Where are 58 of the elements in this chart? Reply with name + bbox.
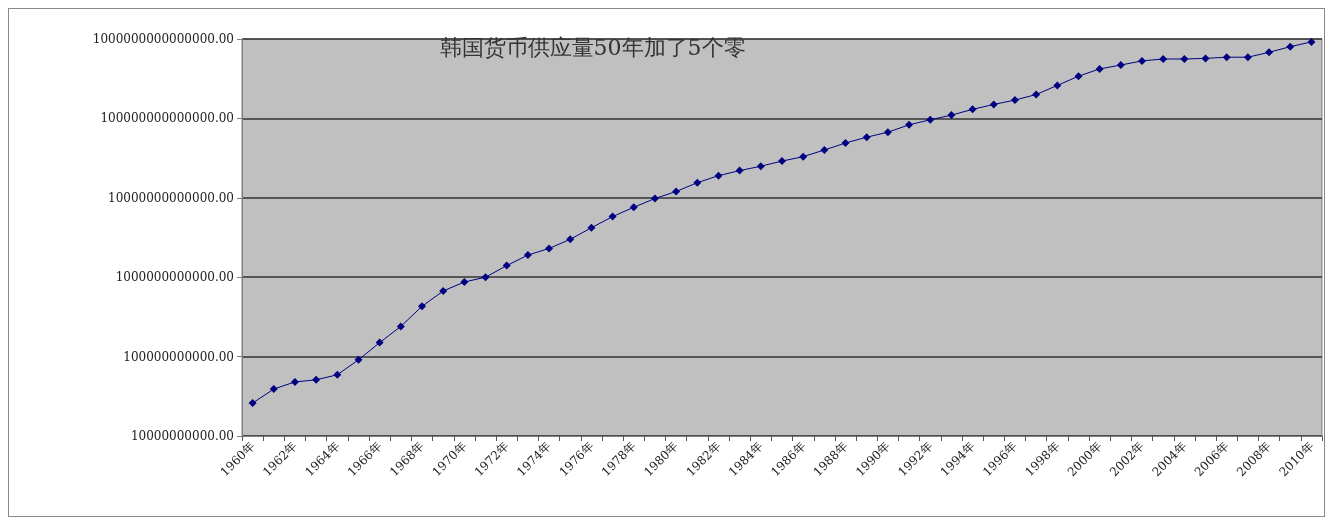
point	[418, 302, 426, 311]
point	[735, 166, 744, 175]
point	[714, 171, 723, 180]
point	[1286, 42, 1295, 51]
point	[1307, 37, 1316, 46]
point	[947, 111, 956, 120]
point	[608, 212, 617, 221]
point	[1116, 61, 1125, 70]
point	[968, 105, 977, 114]
point	[439, 287, 448, 296]
point	[481, 273, 490, 282]
point	[248, 399, 257, 408]
point	[523, 251, 532, 260]
point	[1201, 54, 1210, 63]
point	[1138, 56, 1146, 65]
point	[354, 355, 363, 364]
point	[1010, 96, 1019, 105]
point	[926, 115, 935, 124]
point	[587, 223, 596, 232]
point	[312, 375, 321, 384]
point	[333, 370, 342, 379]
point	[545, 244, 554, 253]
point	[290, 377, 299, 386]
point	[502, 261, 511, 270]
point	[1095, 64, 1104, 73]
chart-title: 韩国货币供应量50年加了5个零	[439, 34, 746, 60]
point	[375, 338, 384, 347]
point	[650, 194, 659, 203]
y-tick-label: 10000000000.00	[130, 429, 234, 443]
point	[1180, 54, 1189, 63]
y-tick-label: 1000000000000000.00	[92, 32, 234, 46]
point	[799, 152, 808, 161]
point	[1265, 48, 1274, 57]
point	[778, 157, 786, 166]
point	[460, 278, 469, 286]
y-tick-label: 10000000000000.00	[108, 190, 234, 205]
point	[756, 162, 765, 171]
point	[905, 120, 914, 129]
y-tick-label: 100000000000.00	[123, 349, 234, 364]
point	[820, 146, 829, 154]
point	[629, 203, 638, 212]
point	[862, 133, 871, 142]
point	[841, 139, 850, 147]
point	[1032, 90, 1041, 99]
point	[1243, 53, 1252, 62]
point	[566, 235, 575, 244]
point	[1074, 72, 1083, 81]
point	[989, 100, 998, 109]
point	[1159, 54, 1168, 63]
y-tick-label: 100000000000000.00	[100, 111, 234, 126]
point	[1053, 81, 1062, 90]
point	[693, 178, 702, 187]
y-tick-label: 1000000000000.00	[115, 270, 234, 285]
point	[396, 322, 405, 331]
point	[883, 128, 892, 137]
point	[269, 385, 278, 394]
point	[1222, 53, 1231, 62]
point	[672, 187, 681, 196]
